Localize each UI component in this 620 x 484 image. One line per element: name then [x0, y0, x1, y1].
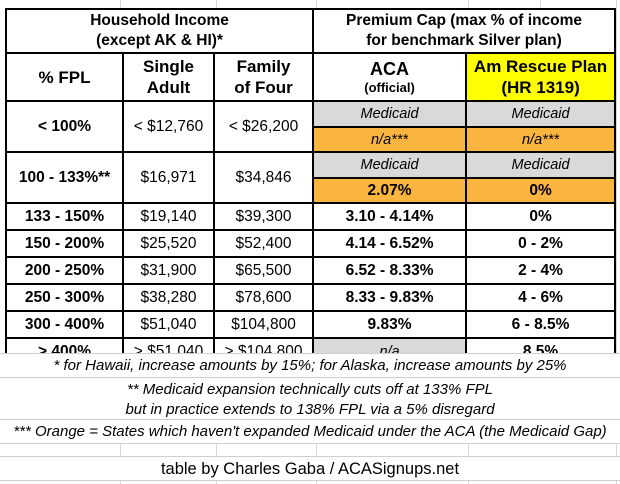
table-row-133-150: 133 - 150% $19,140 $39,300 3.10 - 4.14% …	[5, 202, 617, 231]
table-row-300-400: 300 - 400% $51,040 $104,800 9.83% 6 - 8.…	[5, 310, 617, 339]
table-row-100-133: 100 - 133%** $16,971 $34,846 Medicaid Me…	[5, 151, 617, 204]
col-header-family-of-four: Family of Four	[212, 52, 315, 102]
arp-cap-cell: 0%	[465, 177, 617, 204]
fpl-cell: 150 - 200%	[5, 229, 124, 258]
arp-cap-cell: 2 - 4%	[465, 256, 617, 285]
arp-cap-cell: 0 - 2%	[465, 229, 617, 258]
footnote-hawaii-alaska: * for Hawaii, increase amounts by 15%; f…	[0, 353, 620, 378]
attribution-text: table by Charles Gaba / ACASignups.net	[0, 456, 620, 481]
fpl-cell: 100 - 133%**	[5, 151, 124, 204]
arp-cap-cell: 4 - 6%	[465, 283, 617, 312]
single-income-cell: $38,280	[122, 283, 215, 312]
fpl-cell: < 100%	[5, 100, 124, 153]
col-header-am-rescue-plan: Am Rescue Plan (HR 1319)	[465, 52, 617, 102]
table-row-200-250: 200 - 250% $31,900 $65,500 6.52 - 8.33% …	[5, 256, 617, 285]
aca-medicaid-cell: Medicaid	[312, 151, 468, 179]
aca-cap-cell: 9.83%	[312, 310, 468, 339]
family-income-cell: $39,300	[212, 202, 315, 231]
single-income-cell: $25,520	[122, 229, 215, 258]
table-subrow-under-100-gap: n/a*** n/a***	[6, 126, 617, 153]
aca-cap-cell: 4.14 - 6.52%	[312, 229, 468, 258]
fpl-cell: 133 - 150%	[5, 202, 124, 231]
column-header-row: % FPL Single Adult Family of Four ACA (o…	[5, 52, 617, 102]
aca-cap-cell: 3.10 - 4.14%	[312, 202, 468, 231]
arp-medicaid-gap-cell: n/a***	[465, 126, 617, 153]
single-income-cell: $51,040	[122, 310, 215, 339]
table-row-250-300: 250 - 300% $38,280 $78,600 8.33 - 9.83% …	[5, 283, 617, 312]
single-income-cell: < $12,760	[122, 100, 215, 153]
col-header-fpl: % FPL	[5, 52, 124, 102]
footnote-medicaid-gap: *** Orange = States which haven't expand…	[0, 420, 620, 444]
family-income-cell: < $26,200	[212, 100, 315, 153]
aca-header-title: ACA	[370, 59, 410, 79]
fpl-cell: 250 - 300%	[5, 283, 124, 312]
income-premium-cap-table: Household Income (except AK & HI)* Premi…	[4, 8, 617, 366]
aca-cap-cell: 2.07%	[312, 177, 468, 204]
single-income-cell: $16,971	[122, 151, 215, 204]
arp-medicaid-cell: Medicaid	[465, 100, 617, 128]
family-income-cell: $104,800	[212, 310, 315, 339]
col-header-single-adult: Single Adult	[122, 52, 215, 102]
grid-line-vertical	[540, 0, 541, 8]
household-income-group-header: Household Income (except AK & HI)*	[4, 8, 315, 54]
single-income-cell: $19,140	[122, 202, 215, 231]
fpl-cell: 200 - 250%	[5, 256, 124, 285]
family-income-cell: $34,846	[212, 151, 315, 204]
table-row-under-100: < 100% < $12,760 < $26,200 Medicaid Medi…	[5, 100, 617, 153]
family-income-cell: $52,400	[212, 229, 315, 258]
table-row-150-200: 150 - 200% $25,520 $52,400 4.14 - 6.52% …	[5, 229, 617, 258]
aca-cap-cell: 6.52 - 8.33%	[312, 256, 468, 285]
family-income-cell: $78,600	[212, 283, 315, 312]
family-income-cell: $65,500	[212, 256, 315, 285]
arp-cap-cell: 6 - 8.5%	[465, 310, 617, 339]
aca-medicaid-gap-cell: n/a***	[312, 126, 468, 153]
col-header-aca-official: ACA (official)	[312, 52, 468, 102]
aca-header-subtitle: (official)	[364, 80, 415, 95]
premium-cap-group-header: Premium Cap (max % of income for benchma…	[312, 8, 617, 54]
aca-cap-cell: 8.33 - 9.83%	[312, 283, 468, 312]
grid-line-vertical	[616, 0, 617, 484]
arp-medicaid-cell: Medicaid	[465, 151, 617, 179]
single-income-cell: $31,900	[122, 256, 215, 285]
aca-medicaid-cell: Medicaid	[312, 100, 468, 128]
header-group-row: Household Income (except AK & HI)* Premi…	[4, 8, 617, 54]
table-subrow-100-133-gap: 2.07% 0%	[6, 177, 617, 204]
arp-cap-cell: 0%	[465, 202, 617, 231]
footnote-medicaid-expansion: ** Medicaid expansion technically cuts o…	[0, 378, 620, 420]
fpl-cell: 300 - 400%	[5, 310, 124, 339]
